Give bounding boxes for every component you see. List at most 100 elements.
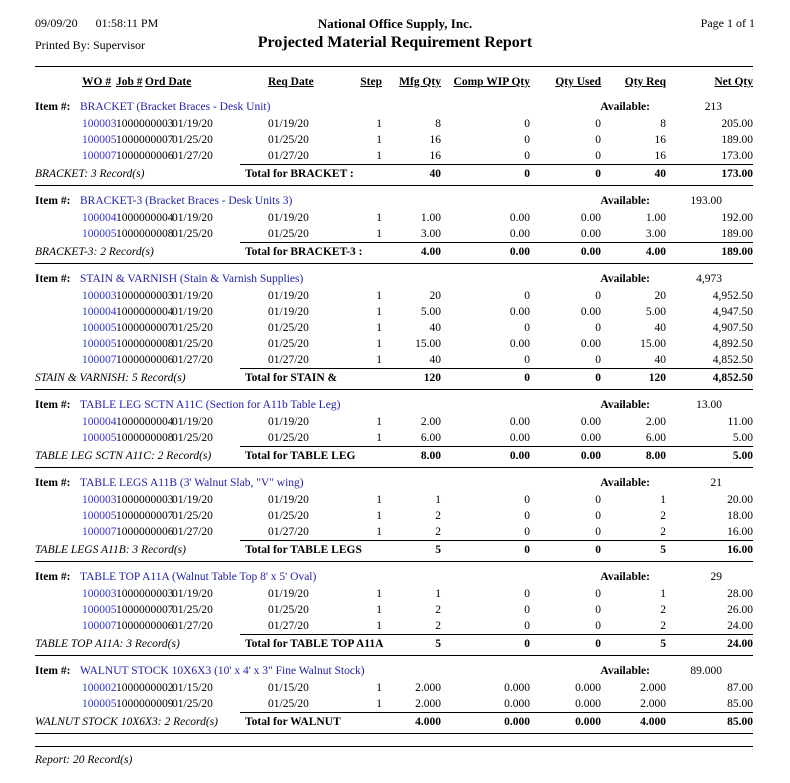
wo-number-link[interactable]: 100005: [82, 698, 117, 710]
item-number-label: Item #:: [35, 571, 71, 583]
step: 1: [376, 525, 382, 538]
job-number: 1000000006: [116, 620, 174, 632]
qty-used: 0: [595, 149, 601, 162]
row-indent: [35, 116, 80, 132]
wo-number-link[interactable]: 100003: [82, 587, 117, 600]
req-date: 01/15/20: [268, 681, 309, 694]
item-header-row: Item #: STAIN & VARNISH (Stain & Varnish …: [35, 264, 753, 289]
detail-row: 100005 1000000007 01/25/20 01/25/20 1 2 0 0 2 26.…: [35, 602, 753, 618]
total-step-spacer: [330, 712, 382, 734]
comp-wip-qty: 0.00: [509, 431, 530, 444]
step: 1: [376, 321, 382, 334]
col-net-qty: Net Qty: [666, 72, 753, 92]
mfg-qty: 1: [435, 493, 441, 506]
job-number: 1000000008: [116, 337, 174, 350]
job-number: 1000000003: [116, 117, 174, 130]
wo-number-link[interactable]: 100003: [82, 117, 117, 130]
wo-number-link[interactable]: 100005: [82, 603, 117, 616]
mfg-qty: 6.00: [420, 431, 441, 444]
group-footer-row: BRACKET: 3 Record(s) Total for BRACKET : 4…: [35, 164, 753, 186]
qty-req: 5.00: [645, 305, 666, 318]
total-qty-req: 5: [601, 540, 666, 562]
total-comp-wip-qty: 0.000: [441, 712, 530, 734]
qty-req: 2.000: [640, 681, 666, 694]
wo-number-link[interactable]: 100003: [82, 493, 117, 506]
detail-row: 100003 1000000003 01/19/20 01/19/20 1 20 0 0 20 4…: [35, 288, 753, 304]
job-number: 1000000007: [116, 603, 174, 616]
req-date: 01/19/20: [268, 587, 309, 600]
qty-used: 0.000: [575, 681, 601, 694]
wo-number-link[interactable]: 100005: [82, 228, 117, 240]
wo-number-link[interactable]: 100005: [82, 337, 117, 350]
group-total-label: Total for TABLE LEGS: [240, 540, 362, 562]
wo-number-link[interactable]: 100007: [82, 150, 117, 162]
item-number-label: Item #:: [35, 665, 71, 677]
report-page: 09/09/20 01:58:11 PM Printed By: Supervis…: [35, 16, 755, 766]
qty-used: 0: [595, 321, 601, 334]
step: 1: [376, 415, 382, 428]
ord-date: 01/19/20: [172, 305, 213, 318]
qty-used: 0: [595, 603, 601, 616]
report-table-body: Item #: BRACKET (Bracket Braces - Desk Un…: [35, 92, 753, 734]
total-qty-req: 4.000: [601, 712, 666, 734]
wo-number-link[interactable]: 100004: [82, 415, 117, 428]
total-qty-used: 0.00: [530, 446, 601, 468]
total-step-spacer: [330, 540, 382, 562]
comp-wip-qty: 0: [524, 149, 530, 162]
row-indent: [35, 352, 80, 369]
row-indent: [35, 492, 80, 508]
ord-date: 01/15/20: [172, 681, 213, 694]
total-mfg-qty: 8.00: [382, 446, 441, 468]
row-indent: [35, 148, 80, 165]
job-number: 1000000008: [116, 432, 174, 444]
wo-number-link[interactable]: 100007: [82, 526, 117, 538]
mfg-qty: 2.000: [415, 681, 441, 694]
item-name: TABLE TOP A11A (Walnut Table Top 8' x 5'…: [80, 571, 317, 583]
wo-number-link[interactable]: 100007: [82, 354, 117, 366]
item-header-row: Item #: WALNUT STOCK 10X6X3 (10' x 4' x 3…: [35, 656, 753, 681]
available-label: Available:: [600, 101, 650, 113]
wo-number-link[interactable]: 100005: [82, 509, 117, 522]
qty-req: 2: [660, 509, 666, 522]
comp-wip-qty: 0.00: [509, 337, 530, 350]
row-indent: [35, 618, 80, 635]
col-qty-used-label: Qty Used: [555, 76, 601, 88]
total-qty-req: 8.00: [601, 446, 666, 468]
report-table: WO # Job # Ord Date Req Date Step Mfg Qt…: [35, 72, 753, 734]
wo-number-link[interactable]: 100005: [82, 133, 117, 146]
qty-req: 2: [660, 603, 666, 616]
wo-number-link[interactable]: 100005: [82, 321, 117, 334]
total-step-spacer: [330, 446, 382, 468]
comp-wip-qty: 0: [524, 603, 530, 616]
detail-row: 100005 1000000008 01/25/20 01/25/20 1 3.00 0.0…: [35, 226, 753, 243]
report-title: Projected Material Requirement Report: [257, 34, 533, 51]
item-name: BRACKET-3 (Bracket Braces - Desk Units 3…: [80, 195, 293, 207]
report-header: 09/09/20 01:58:11 PM Printed By: Supervis…: [35, 16, 755, 53]
qty-used: 0.000: [575, 697, 601, 710]
total-mfg-qty: 4.000: [382, 712, 441, 734]
available-qty: 29: [710, 571, 723, 583]
col-qty-req-label: Qty Req: [624, 76, 666, 88]
wo-number-link[interactable]: 100004: [82, 305, 117, 318]
ord-date: 01/19/20: [172, 493, 213, 506]
qty-used: 0.00: [580, 305, 601, 318]
comp-wip-qty: 0.00: [509, 415, 530, 428]
wo-number-link[interactable]: 100005: [82, 432, 117, 444]
net-qty: 4,947.50: [712, 305, 753, 318]
net-qty: 4,892.50: [712, 337, 753, 350]
job-number: 1000000003: [116, 289, 174, 302]
qty-used: 0: [595, 509, 601, 522]
wo-number-link[interactable]: 100003: [82, 289, 117, 302]
mfg-qty: 2: [435, 619, 441, 632]
available-qty: 193.00: [690, 195, 722, 207]
wo-number-link[interactable]: 100004: [82, 211, 117, 224]
qty-req: 20: [654, 289, 667, 302]
wo-number-link[interactable]: 100007: [82, 620, 117, 632]
ord-date: 01/25/20: [172, 509, 213, 522]
col-req-date: Req Date: [240, 72, 330, 92]
qty-req: 2: [660, 525, 666, 538]
item-header-row: Item #: TABLE LEG SCTN A11C (Section for …: [35, 390, 753, 415]
total-comp-wip-qty: 0: [441, 634, 530, 656]
wo-number-link[interactable]: 100002: [82, 681, 117, 694]
item-name: WALNUT STOCK 10X6X3 (10' x 4' x 3" Fine …: [80, 665, 365, 677]
